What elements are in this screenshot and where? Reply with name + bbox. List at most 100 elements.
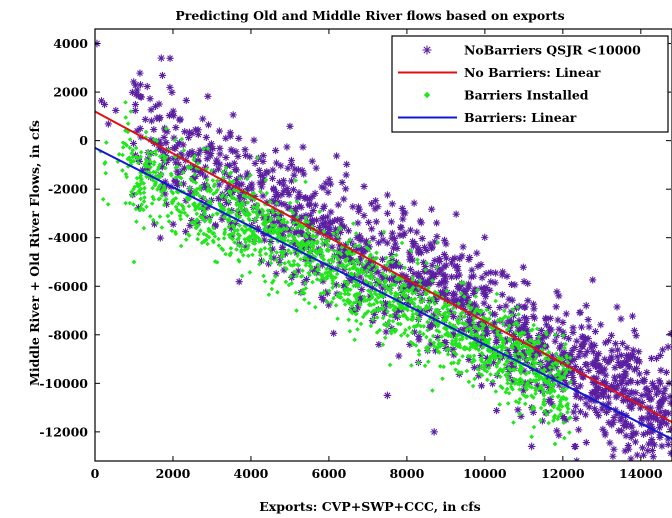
point-marker	[346, 249, 351, 255]
point-marker	[591, 405, 599, 413]
point-marker	[570, 379, 578, 388]
point-marker	[542, 343, 548, 349]
point-marker	[385, 323, 390, 329]
point-marker	[440, 318, 446, 323]
point-marker	[625, 445, 633, 453]
point-marker	[255, 207, 260, 212]
point-marker	[470, 272, 478, 280]
point-marker	[500, 385, 505, 391]
point-marker	[338, 295, 344, 300]
point-marker	[569, 377, 577, 386]
point-marker	[277, 200, 285, 208]
point-marker	[357, 291, 362, 296]
point-marker	[285, 219, 290, 225]
point-marker	[449, 345, 457, 353]
point-marker	[466, 320, 474, 329]
point-marker	[97, 97, 106, 105]
point-marker	[143, 135, 149, 140]
point-marker	[202, 211, 208, 217]
point-marker	[481, 330, 490, 338]
point-marker	[655, 388, 663, 396]
point-marker	[405, 333, 410, 338]
point-marker	[516, 312, 521, 317]
point-marker	[542, 356, 548, 362]
point-marker	[347, 256, 355, 264]
point-marker	[256, 239, 262, 244]
point-marker	[303, 286, 309, 291]
point-marker	[287, 156, 296, 164]
point-marker	[617, 380, 625, 388]
point-marker	[605, 337, 613, 345]
point-marker	[572, 392, 580, 401]
point-marker	[363, 259, 369, 264]
point-marker	[163, 155, 169, 160]
point-marker	[515, 302, 523, 310]
point-marker	[192, 153, 197, 159]
point-marker	[450, 305, 456, 311]
point-marker	[247, 212, 252, 217]
point-marker	[561, 374, 567, 380]
point-marker	[665, 409, 672, 417]
point-marker	[442, 338, 450, 347]
point-marker	[380, 301, 385, 306]
point-marker	[312, 304, 318, 310]
point-marker	[313, 234, 319, 240]
point-marker	[541, 380, 549, 388]
point-marker	[484, 362, 492, 370]
point-marker	[409, 237, 417, 246]
point-marker	[477, 351, 485, 360]
point-marker	[514, 352, 522, 360]
point-marker	[390, 272, 396, 277]
point-marker	[452, 273, 461, 281]
point-marker	[377, 272, 385, 280]
point-marker	[348, 276, 356, 284]
point-marker	[376, 295, 381, 300]
point-marker	[598, 405, 606, 413]
point-marker	[192, 188, 197, 194]
point-marker	[544, 411, 550, 417]
point-marker	[479, 308, 484, 314]
point-marker	[281, 200, 289, 209]
point-marker	[318, 249, 323, 255]
point-marker	[555, 431, 563, 439]
point-marker	[638, 444, 647, 452]
point-marker	[340, 195, 348, 203]
point-marker	[426, 240, 434, 248]
point-marker	[623, 379, 631, 387]
point-marker	[104, 140, 109, 145]
point-marker	[234, 197, 239, 202]
point-marker	[456, 320, 461, 326]
point-marker	[312, 271, 318, 277]
point-marker	[222, 231, 227, 237]
point-marker	[127, 137, 133, 142]
point-marker	[211, 183, 217, 189]
point-marker	[541, 393, 547, 398]
point-marker	[406, 340, 414, 349]
point-marker	[130, 78, 138, 86]
point-marker	[470, 300, 479, 308]
x-tick-label: 6000	[312, 466, 347, 481]
point-marker	[269, 245, 277, 253]
point-marker	[381, 306, 389, 314]
point-marker	[276, 229, 281, 234]
point-marker	[274, 201, 280, 206]
point-marker	[374, 282, 379, 288]
point-marker	[462, 314, 468, 319]
point-marker	[614, 346, 622, 354]
point-marker	[112, 106, 120, 115]
point-marker	[532, 341, 538, 347]
point-marker	[186, 189, 195, 197]
point-marker	[491, 310, 499, 318]
y-tick-label: -12000	[39, 424, 88, 439]
point-marker	[628, 399, 636, 407]
point-marker	[309, 206, 317, 215]
point-marker	[194, 219, 202, 227]
point-marker	[605, 399, 613, 407]
point-marker	[557, 407, 563, 413]
point-marker	[458, 291, 464, 296]
point-marker	[536, 334, 542, 339]
point-marker	[372, 291, 378, 297]
point-marker	[398, 293, 407, 302]
point-marker	[546, 420, 551, 426]
point-marker	[271, 197, 280, 205]
